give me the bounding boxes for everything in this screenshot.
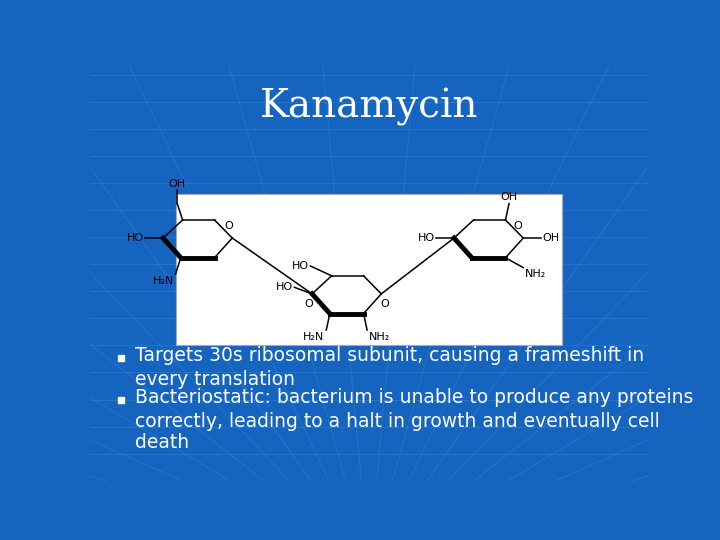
Text: OH: OH bbox=[500, 192, 518, 202]
Text: NH₂: NH₂ bbox=[369, 332, 390, 342]
Text: HO: HO bbox=[418, 233, 435, 243]
Text: O: O bbox=[380, 299, 390, 309]
Text: O: O bbox=[304, 299, 313, 309]
Text: HO: HO bbox=[292, 261, 309, 271]
Text: every translation: every translation bbox=[135, 370, 295, 389]
Text: Bacteriostatic: bacterium is unable to produce any proteins: Bacteriostatic: bacterium is unable to p… bbox=[135, 388, 693, 407]
Text: O: O bbox=[225, 221, 233, 231]
Text: OH: OH bbox=[543, 233, 560, 243]
Text: NH₂: NH₂ bbox=[525, 269, 546, 279]
Text: Targets 30s ribosomal subunit, causing a frameshift in: Targets 30s ribosomal subunit, causing a… bbox=[135, 346, 644, 366]
Text: OH: OH bbox=[168, 179, 186, 189]
Text: O: O bbox=[513, 221, 522, 231]
Bar bbox=[176, 194, 562, 346]
Text: H₂N: H₂N bbox=[303, 332, 325, 342]
Text: correctly, leading to a halt in growth and eventually cell: correctly, leading to a halt in growth a… bbox=[135, 411, 660, 430]
Text: HO: HO bbox=[127, 233, 143, 243]
Text: H₂N: H₂N bbox=[153, 276, 174, 286]
Text: death: death bbox=[135, 433, 189, 453]
Text: HO: HO bbox=[276, 282, 292, 292]
Text: Kanamycin: Kanamycin bbox=[260, 87, 478, 126]
